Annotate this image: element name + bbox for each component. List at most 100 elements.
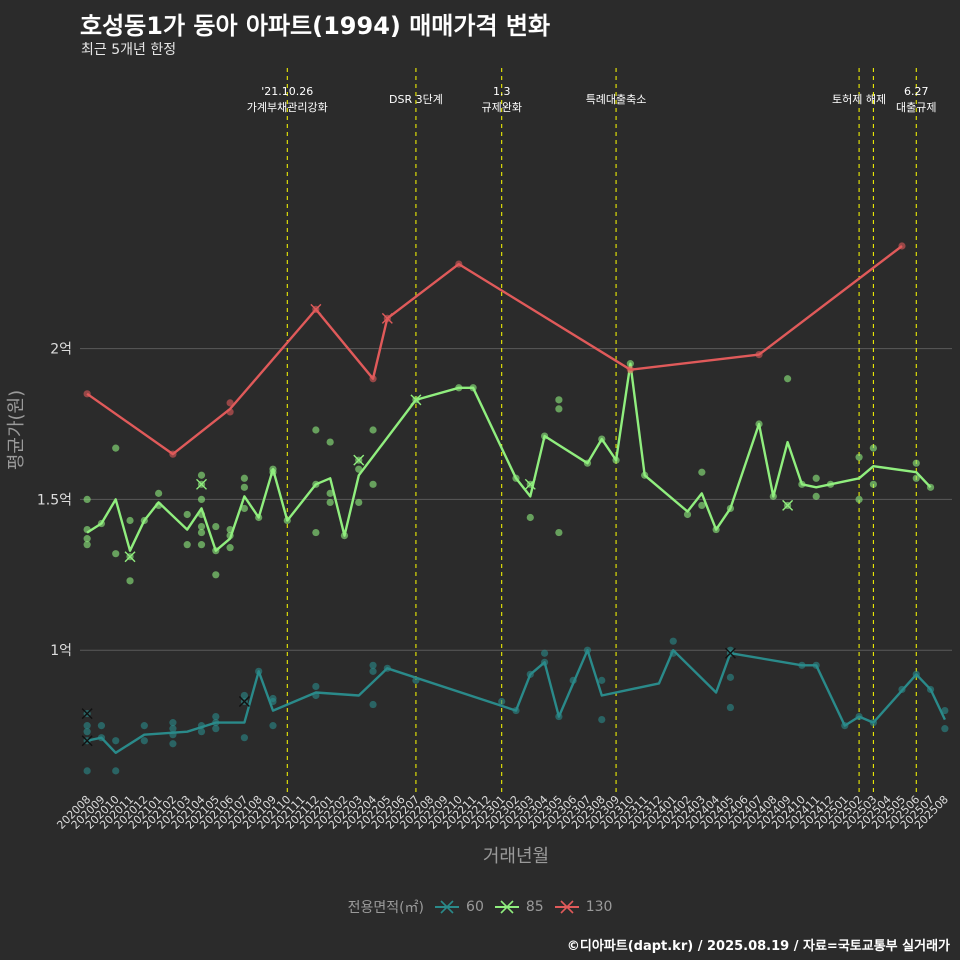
legend-label-85: 85 [525, 899, 544, 915]
data-point-85 [555, 528, 563, 537]
data-point-60 [97, 722, 106, 730]
data-point-85 [326, 489, 334, 497]
data-point-60 [140, 722, 148, 730]
data-point-85 [683, 510, 692, 519]
data-point-85 [555, 405, 563, 413]
data-point-60 [669, 637, 677, 645]
data-point-85 [240, 504, 248, 513]
data-point-60 [169, 719, 177, 727]
event-label: 규제완화 [481, 101, 521, 114]
data-point-85 [240, 483, 248, 491]
y-tick-label: 1.5억 [37, 492, 72, 508]
data-point-60 [941, 725, 949, 733]
data-point-85 [83, 541, 91, 549]
data-point-85 [326, 438, 334, 446]
data-point-85 [369, 426, 377, 434]
event-label: 토허제 해제 [832, 92, 886, 106]
data-point-60 [598, 676, 606, 684]
legend-item-85: 85 [494, 898, 544, 916]
data-point-85 [212, 571, 220, 579]
data-point-60 [83, 767, 91, 775]
data-point-85 [197, 522, 206, 531]
legend-key-60-icon [435, 900, 460, 914]
data-point-60 [726, 703, 735, 712]
data-point-85 [83, 495, 91, 503]
source-caption: ©디아파트(dapt.kr) / 2025.08.19 / 자료=국토교통부 실… [566, 939, 950, 954]
data-point-85 [112, 444, 120, 452]
cross-marker-130 [310, 303, 322, 315]
data-point-60 [240, 734, 248, 742]
cross-marker-60 [81, 735, 93, 747]
data-point-60 [112, 767, 120, 775]
data-point-85 [698, 501, 706, 510]
data-point-60 [212, 712, 220, 721]
data-point-60 [169, 740, 177, 748]
data-point-85 [226, 544, 234, 552]
series-layer [81, 242, 949, 775]
chart-title: 호성동1가 동아 아파트(1994) 매매가격 변화 [80, 12, 551, 40]
y-tick-label: 1억 [50, 643, 72, 659]
series-line-60 [86, 649, 946, 754]
data-point-85 [126, 516, 134, 525]
data-point-85 [812, 492, 820, 500]
data-point-60 [212, 725, 220, 733]
data-point-85 [240, 474, 248, 482]
data-point-85 [812, 474, 820, 482]
legend-label-130: 130 [585, 899, 613, 915]
data-point-60 [240, 691, 248, 700]
data-point-85 [197, 471, 206, 479]
event-label: 대출규제 [896, 101, 936, 114]
cross-marker-60 [81, 708, 93, 720]
data-point-85 [312, 528, 320, 537]
data-point-60 [269, 722, 277, 730]
legend-item-60: 60 [434, 898, 484, 916]
data-point-85 [155, 489, 163, 497]
legend-key-85-icon [494, 900, 519, 914]
data-point-85 [183, 510, 191, 519]
data-point-85 [197, 541, 206, 549]
data-point-60 [140, 737, 148, 745]
cross-marker-60 [724, 647, 736, 659]
data-point-60 [941, 706, 949, 715]
data-point-60 [83, 722, 91, 730]
axes: 1억1.5억2억20200820200920201020201120201220… [6, 342, 951, 867]
event-label: 특례대출축소 [586, 93, 647, 106]
data-point-85 [855, 495, 863, 503]
data-point-60 [369, 661, 377, 669]
data-point-85 [555, 396, 563, 404]
data-point-85 [355, 498, 363, 507]
event-label: '21.10.26 [261, 85, 313, 98]
data-point-60 [83, 728, 91, 736]
y-axis-title: 평균가(원) [6, 390, 27, 470]
cross-marker-85 [782, 499, 794, 511]
data-point-85 [369, 480, 377, 488]
data-point-130 [226, 399, 234, 407]
data-point-85 [912, 474, 920, 482]
legend-title: 전용면적(㎡) [347, 900, 425, 916]
policy-event-lines: '21.10.26 가계부채관리강화 DSR 3단계 1.3 규제완화 특례대출축소 토허제… [247, 68, 937, 792]
data-point-60 [598, 716, 606, 724]
data-point-60 [312, 682, 320, 691]
data-point-85 [183, 541, 191, 549]
cross-marker-85 [353, 454, 365, 466]
cross-marker-85 [524, 478, 536, 490]
data-point-60 [197, 728, 206, 736]
data-point-85 [698, 468, 706, 476]
cross-marker-85 [410, 394, 422, 406]
legend: 전용면적(㎡) 60 85 130 [0, 897, 960, 917]
data-point-85 [83, 535, 91, 543]
data-point-85 [869, 444, 877, 452]
x-axis-title: 거래년월 [483, 846, 549, 867]
event-label: DSR 3단계 [389, 93, 443, 106]
event-label: 6.27 [904, 85, 929, 98]
data-point-85 [912, 459, 920, 467]
data-point-60 [369, 667, 377, 675]
data-point-60 [112, 737, 120, 745]
y-tick-label: 2억 [50, 342, 72, 358]
series-line-130 [86, 245, 903, 456]
event-label: 가계부채관리강화 [247, 101, 328, 114]
legend-key-130-icon [554, 900, 579, 914]
data-point-60 [369, 700, 377, 709]
chart-subtitle: 최근 5개년 한정 [81, 42, 177, 58]
